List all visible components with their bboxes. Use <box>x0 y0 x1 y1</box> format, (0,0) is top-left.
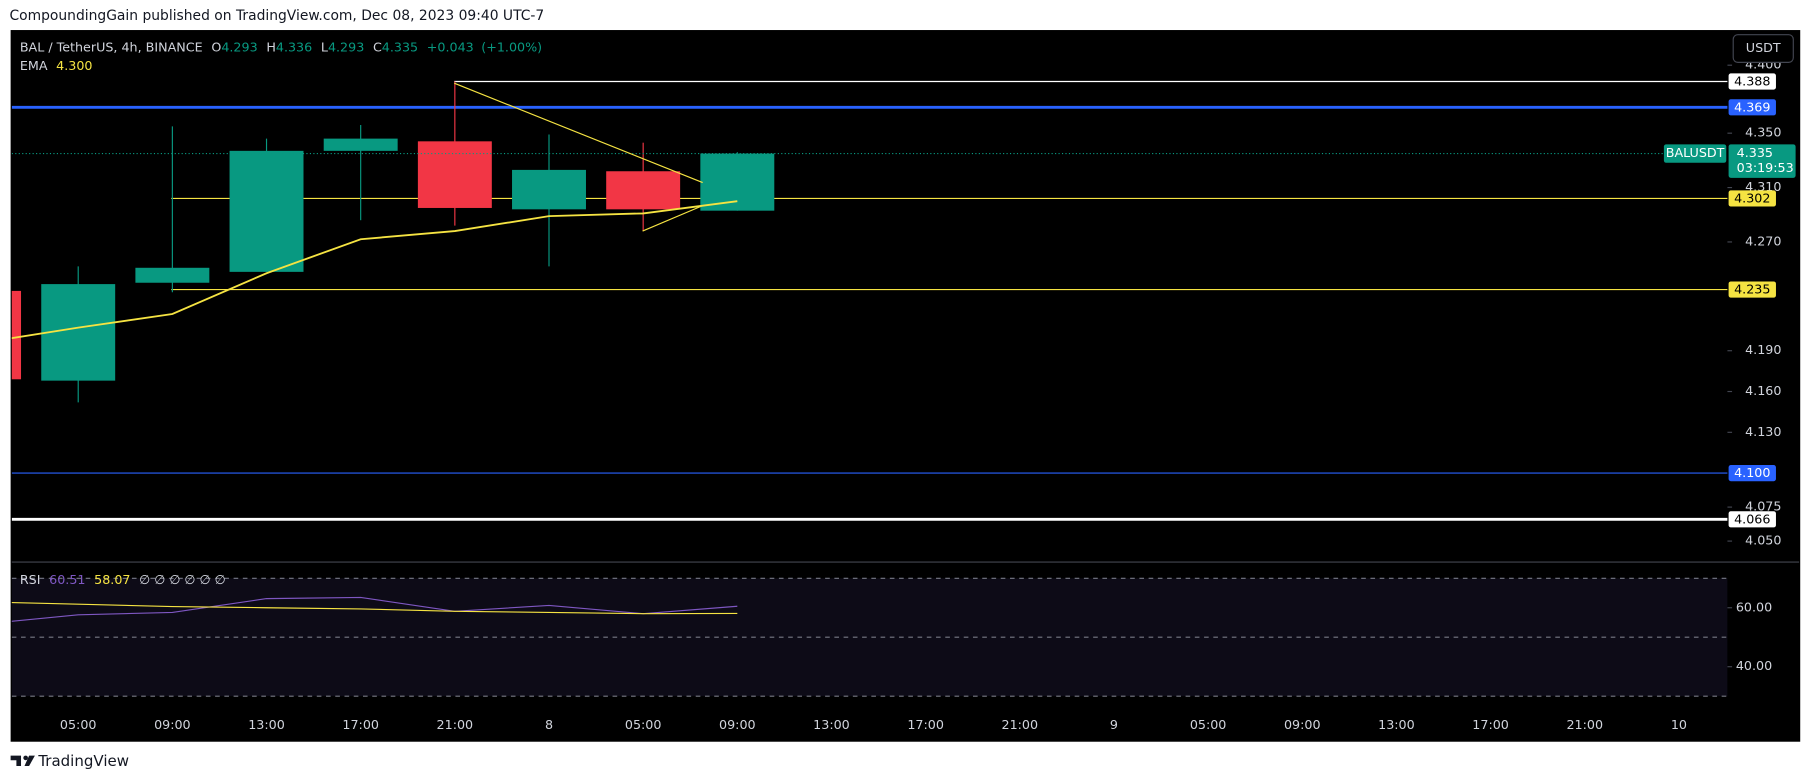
level-price-label: 4.302 <box>1734 191 1770 206</box>
ema-value: 4.300 <box>56 57 92 72</box>
symbol-legend: BAL / TetherUS, 4h, BINANCE O4.293 H4.33… <box>20 39 542 54</box>
symbol: BAL / TetherUS, 4h, BINANCE <box>20 39 203 54</box>
y-tick-label: 4.190 <box>1745 342 1781 357</box>
rsi-line <box>11 601 738 615</box>
symbol-box <box>1663 144 1727 163</box>
x-tick-label: 05:00 <box>60 717 97 732</box>
na-markers: ∅ ∅ ∅ ∅ ∅ ∅ <box>139 571 225 586</box>
rsi-tick-label: 60.00 <box>1736 599 1772 614</box>
x-tick-label: 17:00 <box>342 717 379 732</box>
drawing-line <box>454 82 703 184</box>
x-tick-label: 21:00 <box>1566 717 1603 732</box>
rsi-band <box>11 578 1728 697</box>
ema-legend: EMA 4.300 <box>20 57 93 72</box>
level-price-label: 4.235 <box>1734 282 1770 297</box>
ohlc-letter: L <box>321 39 328 54</box>
x-tick-label: 09:00 <box>719 717 756 732</box>
x-tick-label: 05:00 <box>625 717 662 732</box>
ohlc-value: 4.335 <box>382 39 418 54</box>
y-tick-label: 4.160 <box>1745 383 1781 398</box>
rsi-pane <box>11 577 1728 697</box>
rsi-ma-value: 58.07 <box>94 571 130 586</box>
price-pane <box>11 80 1728 521</box>
x-tick-label: 13:00 <box>248 717 285 732</box>
last-price-label: 4.335 <box>1737 145 1773 160</box>
ema-name: EMA <box>20 57 48 72</box>
level-price-label: 4.388 <box>1734 74 1770 89</box>
x-tick-label: 13:00 <box>1378 717 1415 732</box>
currency-label[interactable]: USDT <box>1746 40 1781 55</box>
brand-logo <box>10 755 35 766</box>
level-price-box <box>1728 281 1776 298</box>
level-price-box <box>1728 465 1776 482</box>
ohlc-letter: H <box>266 39 276 54</box>
x-tick-label: 10 <box>1671 717 1687 732</box>
x-tick-label: 9 <box>1110 717 1118 732</box>
candle-body <box>229 150 304 272</box>
ohlc-value: 4.293 <box>221 39 257 54</box>
level-price-box <box>1728 99 1776 116</box>
candle-body <box>11 290 22 380</box>
x-tick-label: 17:00 <box>1472 717 1509 732</box>
y-tick-label: 4.270 <box>1745 233 1781 248</box>
candle-body <box>417 141 492 208</box>
attribution: CompoundingGain published on TradingView… <box>9 8 544 24</box>
x-tick-label: 21:00 <box>437 717 474 732</box>
x-tick-label: 17:00 <box>907 717 944 732</box>
candle-body <box>135 267 210 283</box>
symbol-label: BALUSDT <box>1666 145 1725 160</box>
rsi-value: 60.51 <box>49 571 85 586</box>
brand-name: TradingView <box>37 752 129 770</box>
rsi-legend: RSI 60.51 58.07 ∅ ∅ ∅ ∅ ∅ ∅ <box>20 571 226 586</box>
ohlc-value: 4.336 <box>276 39 312 54</box>
y-tick-label: 4.350 <box>1745 125 1781 140</box>
rsi-title: RSI <box>20 571 41 586</box>
y-tick-label: 4.130 <box>1745 424 1781 439</box>
y-tick-label: 4.310 <box>1745 179 1781 194</box>
level-price-box <box>1728 190 1776 207</box>
ohlc-letter: O <box>211 39 221 54</box>
change-percent: (+1.00%) <box>481 39 542 54</box>
candle-body <box>700 153 775 211</box>
x-tick-label: 21:00 <box>1002 717 1039 732</box>
level-price-label: 4.100 <box>1734 465 1770 480</box>
candle-body <box>323 138 398 151</box>
overlay: 4.4004.3504.3104.2704.1904.1604.1304.075… <box>60 57 1796 732</box>
rsi-tick-label: 40.00 <box>1736 658 1772 673</box>
level-price-label: 4.369 <box>1734 99 1770 114</box>
currency-button[interactable] <box>1732 34 1794 63</box>
x-tick-label: 13:00 <box>813 717 850 732</box>
y-tick-label: 4.075 <box>1745 499 1781 514</box>
ema-line <box>11 200 738 340</box>
candle-body <box>512 169 586 210</box>
ohlc-value: 4.293 <box>328 39 364 54</box>
x-tick-label: 8 <box>545 717 553 732</box>
x-tick-label: 09:00 <box>154 717 191 732</box>
countdown-label: 03:19:53 <box>1737 160 1794 175</box>
x-tick-label: 05:00 <box>1190 717 1227 732</box>
level-price-label: 4.066 <box>1734 511 1770 526</box>
level-price-box <box>1728 73 1776 90</box>
rsi-line <box>11 596 738 622</box>
drawing-line <box>642 205 703 232</box>
change: +0.043 <box>427 39 474 54</box>
level-price-box <box>1728 511 1776 528</box>
x-tick-label: 09:00 <box>1284 717 1321 732</box>
ohlc-letter: C <box>373 39 382 54</box>
candle-body <box>606 171 681 210</box>
y-tick-label: 4.050 <box>1745 533 1781 548</box>
last-price-box <box>1728 144 1796 178</box>
